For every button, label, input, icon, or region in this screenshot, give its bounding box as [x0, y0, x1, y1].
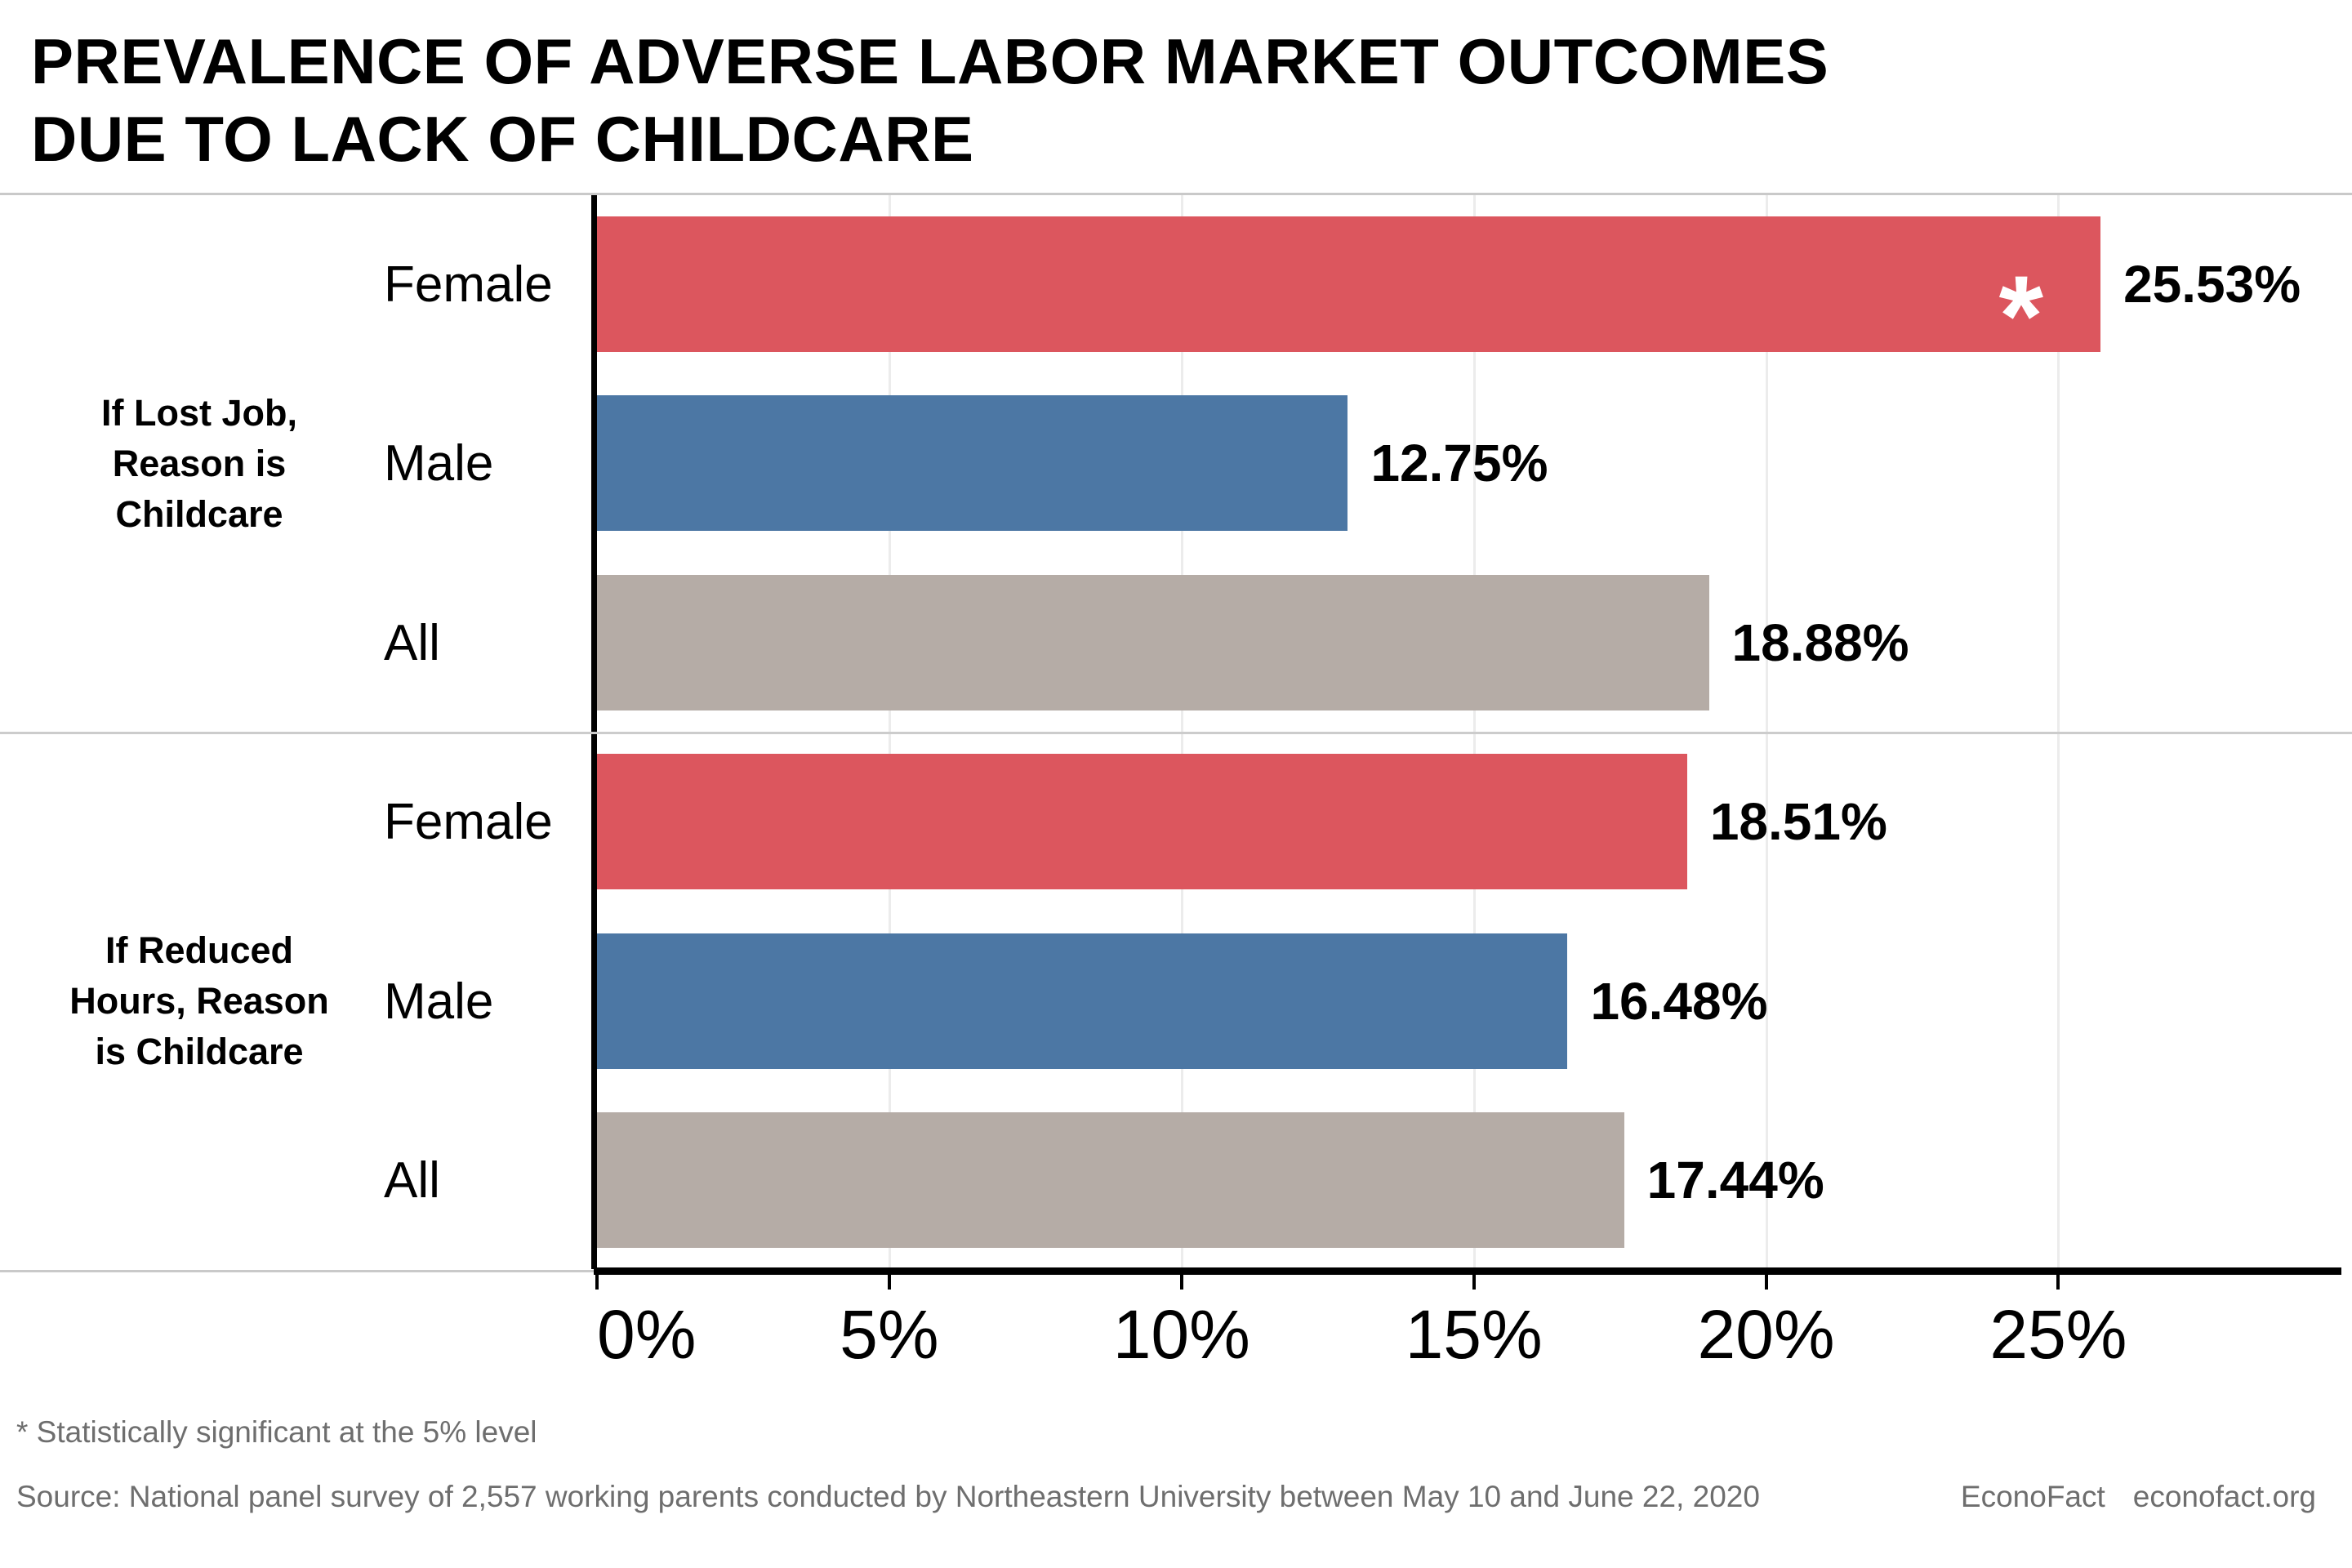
group-label-lost-job: If Lost Job, Reason is Childcare [33, 195, 366, 733]
x-axis-tick-label: 0% [597, 1296, 697, 1373]
bar-row: Female 18.51% [0, 733, 2352, 911]
x-axis-tick [1764, 1275, 1768, 1290]
x-axis-tick-label: 5% [840, 1296, 939, 1373]
chart-title-line-2: DUE TO LACK OF CHILDCARE [31, 103, 974, 175]
plot-area: If Lost Job, Reason is Childcare If Redu… [0, 193, 2352, 1269]
footnote-source: Source: National panel survey of 2,557 w… [16, 1480, 1760, 1513]
bottom-hairline [0, 1270, 594, 1272]
group-label-line: Childcare [115, 493, 283, 535]
group-label-line: is Childcare [95, 1030, 304, 1072]
bar-male-reduced-hours [597, 933, 1568, 1069]
brand-econofact: EconoFact [1960, 1480, 2105, 1513]
row-label: Female [384, 794, 553, 850]
x-axis-line [594, 1267, 2341, 1275]
bar-track: 18.51% [597, 754, 2352, 889]
significance-asterisk: * [1998, 252, 2044, 381]
bar-track: 16.48% [597, 933, 2352, 1069]
group-divider-line [0, 732, 2352, 734]
x-axis-tick [595, 1275, 599, 1290]
value-label: 18.51% [1709, 792, 1887, 851]
value-label: 25.53% [2123, 255, 2301, 314]
bar-all-lost-job [597, 575, 1709, 710]
value-label: 17.44% [1646, 1151, 1824, 1209]
group-label-line: If Lost Job, [101, 392, 297, 434]
row-label: All [384, 615, 440, 671]
row-label: Male [384, 973, 494, 1030]
bar-all-reduced-hours [597, 1112, 1624, 1248]
x-axis-tick-label: 20% [1697, 1296, 1835, 1373]
x-axis-tick [1179, 1275, 1183, 1290]
bar-track: 18.88% [597, 575, 2352, 710]
group-label-line: If Reduced [105, 929, 294, 971]
footnote-significance: * Statistically significant at the 5% le… [16, 1415, 537, 1449]
bar-row: All 18.88% [0, 554, 2352, 733]
chart-title-line-1: PREVALENCE OF ADVERSE LABOR MARKET OUTCO… [31, 25, 1829, 97]
group-label-line: Hours, Reason [69, 979, 329, 1022]
bar-track: 17.44% [597, 1112, 2352, 1248]
group-label-reduced-hours: If Reduced Hours, Reason is Childcare [33, 733, 366, 1269]
row-label: Female [384, 256, 553, 313]
brand-url: econofact.org [2132, 1480, 2316, 1513]
x-axis-tick [887, 1275, 891, 1290]
brand-attribution: EconoFact econofact.org [1961, 1480, 2316, 1514]
x-axis-tick-label: 25% [1989, 1296, 2127, 1373]
value-label: 12.75% [1370, 434, 1548, 492]
bar-row: Female * 25.53% [0, 195, 2352, 374]
x-axis-tick [2056, 1275, 2060, 1290]
value-label: 18.88% [1731, 613, 1909, 672]
value-label: 16.48% [1590, 972, 1768, 1031]
bar-row: All 17.44% [0, 1091, 2352, 1270]
x-axis-tick [1472, 1275, 1476, 1290]
bar-male-lost-job [597, 395, 1348, 531]
bar-track: * 25.53% [597, 216, 2352, 373]
x-axis-tick-label: 10% [1112, 1296, 1250, 1373]
bar-track: 12.75% [597, 395, 2352, 531]
bar-female-reduced-hours [597, 754, 1687, 889]
row-label: All [384, 1152, 440, 1209]
bar-row: Male 12.75% [0, 374, 2352, 553]
bar-female-lost-job: * [597, 216, 2101, 373]
chart-title: PREVALENCE OF ADVERSE LABOR MARKET OUTCO… [31, 23, 1829, 178]
bar-row: Male 16.48% [0, 912, 2352, 1091]
x-axis-tick-label: 15% [1405, 1296, 1543, 1373]
group-label-line: Reason is [112, 443, 287, 484]
row-label: Male [384, 435, 494, 492]
